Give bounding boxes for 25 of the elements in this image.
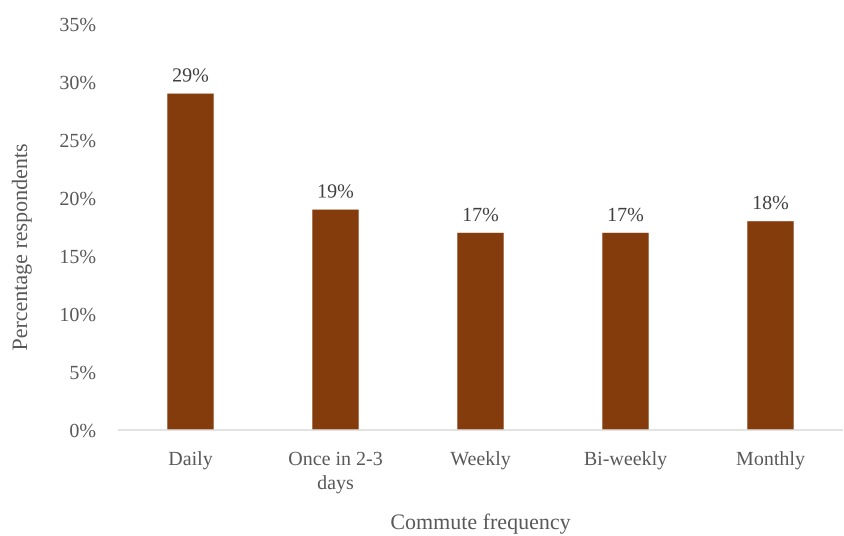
bar — [747, 221, 794, 430]
x-tick-label: Daily — [168, 448, 213, 470]
y-tick-label: 30% — [59, 72, 96, 94]
y-tick-label: 20% — [59, 188, 96, 210]
x-axis-title: Commute frequency — [390, 509, 571, 534]
y-tick-label: 0% — [69, 420, 96, 442]
y-tick-label: 10% — [59, 304, 96, 326]
bar — [312, 210, 359, 430]
y-tick-label: 15% — [59, 246, 96, 268]
y-axis-title: Percentage respondents — [7, 143, 32, 351]
bar — [602, 232, 649, 430]
x-tick-label: Monthly — [736, 448, 805, 470]
bar — [167, 94, 214, 430]
y-tick-label: 25% — [59, 130, 96, 152]
data-label: 17% — [607, 204, 644, 226]
x-tick-label: Weekly — [450, 448, 511, 470]
data-label: 29% — [172, 64, 209, 87]
data-label: 19% — [317, 180, 354, 203]
data-label: 17% — [462, 204, 499, 226]
bar — [457, 232, 504, 430]
y-tick-label: 5% — [69, 362, 96, 384]
data-label: 18% — [752, 192, 789, 214]
y-tick-label: 35% — [59, 14, 96, 36]
x-tick-label: Once in 2-3 days — [288, 448, 383, 494]
x-tick-label: Bi-weekly — [584, 448, 668, 470]
